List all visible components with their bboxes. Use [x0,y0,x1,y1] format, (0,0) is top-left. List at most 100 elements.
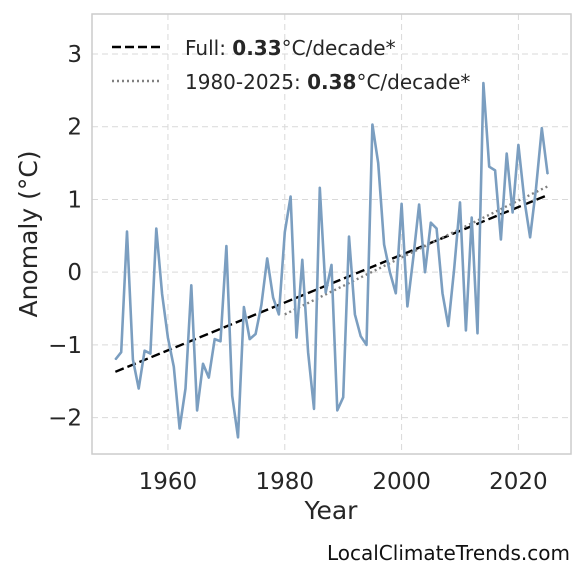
legend-recent-prefix: 1980-2025: [185,70,307,94]
data-point [389,271,391,273]
x-tick-label: 1960 [139,469,198,495]
data-point [225,245,227,247]
data-point [313,408,315,410]
y-tick-label: −1 [48,333,82,359]
data-point [179,427,181,430]
data-point [266,257,268,259]
plot-background [92,14,571,454]
data-point [406,305,409,307]
data-points [114,82,549,438]
data-point [307,351,309,353]
data-point [424,271,426,273]
data-point [330,264,333,266]
y-tick-label: 3 [67,42,82,68]
data-point [260,304,263,306]
data-point [482,82,484,84]
y-axis-label: Anomaly (°C) [14,150,43,317]
data-point [290,195,292,198]
data-point [488,166,490,168]
data-point [360,335,362,337]
data-point [547,173,549,175]
data-point [278,313,280,315]
data-point [383,243,385,246]
data-point [173,366,175,368]
data-point [184,387,187,390]
data-point [219,340,222,342]
data-point [535,187,537,190]
data-point [214,338,216,340]
x-tick-label: 2020 [489,469,548,495]
data-point [319,187,321,189]
data-point [400,203,403,205]
data-point [196,409,198,411]
data-point [155,227,157,230]
data-point [494,169,496,171]
data-point [161,293,163,295]
y-tick-label: −2 [48,406,82,432]
tick-labels: 1960 1980 2000 2020 −2 −1 0 1 2 3 [48,42,548,495]
data-point [295,337,298,339]
y-tick-label: 0 [67,260,82,286]
y-tick-label: 2 [67,115,82,141]
data-point [342,396,344,398]
data-point [237,436,239,438]
data-point [459,201,461,203]
data-point [149,353,152,355]
data-point [476,332,479,334]
legend-full-prefix: Full: [185,36,232,60]
data-point [231,395,233,397]
data-point [254,333,257,335]
data-point [190,284,192,286]
data-point [284,231,286,233]
plot-frame [91,13,572,455]
data-point [412,257,414,259]
data-point [208,377,210,379]
data-point [202,363,204,365]
x-tick-label: 1980 [255,469,314,495]
y-tick-label: 1 [67,187,82,213]
x-axis-label: Year [304,496,359,525]
data-point [126,230,128,233]
legend-full-suffix: °C/decade* [282,36,396,60]
data-point [354,313,356,315]
data-point [436,227,438,230]
data-point [365,344,368,346]
legend: Full: 0.33°C/decade* 1980-2025: 0.38 °C/d… [112,36,470,94]
data-point [511,211,514,214]
data-point [500,238,502,241]
data-point [325,291,327,294]
data-point [167,337,169,339]
data-point [120,351,122,353]
data-point [453,267,455,270]
data-point [138,387,140,390]
data-point [114,358,116,361]
data-point [272,297,274,299]
data-point [447,325,449,327]
site-watermark: LocalClimateTrends.com [327,541,570,565]
data-point [529,236,531,238]
data-point [506,153,508,155]
data-point [441,292,444,294]
data-point [395,292,397,294]
data-point [377,162,379,164]
data-point [517,144,520,146]
data-point [301,259,303,261]
data-point [371,123,373,126]
data-point [465,329,467,331]
data-point [418,203,420,206]
legend-recent-value: 0.38 [307,70,356,94]
data-point [336,409,338,411]
legend-full-label: Full: 0.33°C/decade* [185,36,396,60]
recent-trend-line [284,185,549,316]
data-point [132,358,134,361]
data-point [143,350,146,352]
data-point [249,338,251,340]
data-point [523,198,525,201]
x-tick-label: 2000 [372,469,431,495]
data-point [430,222,432,224]
data-point [243,306,245,308]
data-point [471,217,473,219]
data-point [541,127,543,129]
legend-full-value: 0.33 [232,36,281,60]
